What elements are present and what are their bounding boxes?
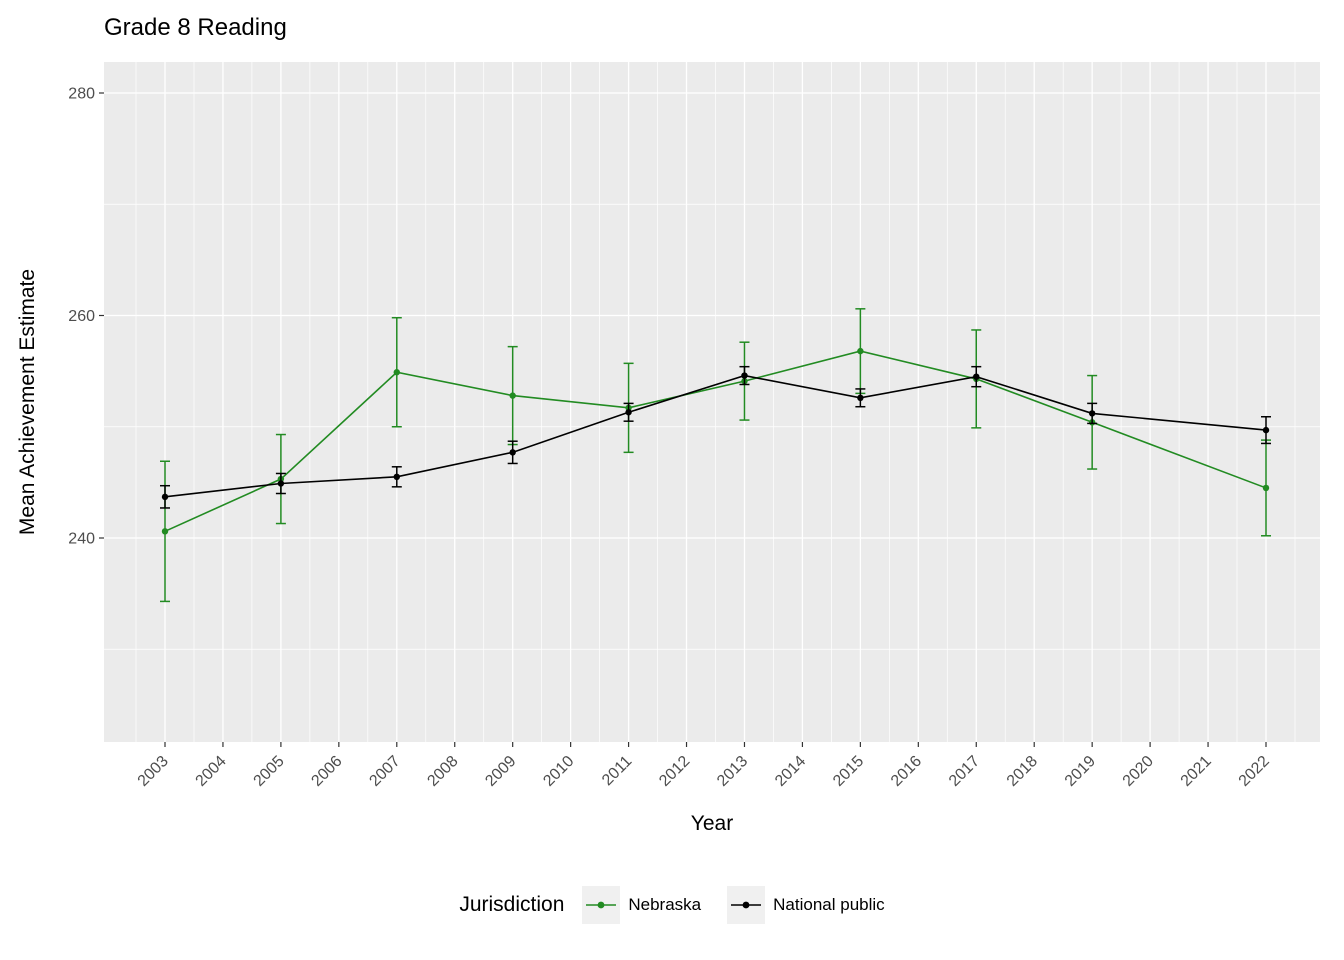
x-tick-label: 2014 — [772, 753, 809, 790]
data-point-national-public — [277, 480, 285, 487]
data-point-nebraska — [857, 347, 864, 355]
legend-glyph-national-public — [731, 901, 762, 909]
x-tick-label: 2004 — [193, 753, 230, 790]
legend-label-national-public: National public — [773, 895, 885, 914]
y-axis-title: Mean Achievement Estimate — [16, 268, 39, 536]
x-tick-label: 2016 — [888, 753, 925, 790]
chart-title: Grade 8 Reading — [104, 14, 287, 41]
x-tick-label: 2020 — [1120, 753, 1157, 790]
y-axis: 240 260 280 — [68, 86, 104, 548]
series-line-national-public — [164, 374, 1267, 498]
y-tick-label: 280 — [68, 86, 95, 103]
x-tick-label: 2019 — [1062, 753, 1099, 790]
legend-title: Jurisdiction — [459, 893, 565, 916]
data-point-national-public — [625, 409, 632, 416]
data-point-national-public — [161, 493, 169, 501]
legend-item-nebraska: Nebraska — [582, 886, 701, 924]
legend-items: Nebraska National public — [582, 886, 885, 924]
data-point-nebraska — [1262, 484, 1270, 492]
grid-minor — [104, 62, 1320, 742]
x-tick-label: 2003 — [135, 753, 172, 790]
x-tick-label: 2012 — [656, 753, 693, 790]
legend: Jurisdiction Nebraska National public — [0, 886, 1344, 924]
x-tick-label: 2022 — [1236, 753, 1273, 790]
data-point-national-public — [1262, 426, 1270, 434]
y-tick-label: 240 — [68, 531, 95, 548]
x-tick-label: 2017 — [946, 753, 983, 790]
x-tick-label: 2008 — [424, 753, 461, 790]
data-point-nebraska — [509, 392, 516, 399]
grid-major — [104, 62, 1320, 742]
plot-area: 2003 2004 2005 2006 2007 2008 2009 2010 2011 2012… — [68, 62, 1320, 790]
x-tick-label: 2015 — [830, 753, 867, 790]
legend-label-nebraska: Nebraska — [628, 895, 702, 914]
series-national-public — [160, 365, 1271, 509]
data-point-national-public — [509, 449, 516, 456]
x-tick-label: 2021 — [1178, 753, 1215, 790]
data-point-national-public — [1088, 410, 1096, 417]
x-axis-title: Year — [690, 812, 734, 835]
data-point-national-public — [973, 373, 980, 380]
x-tick-label: 2011 — [599, 753, 635, 789]
data-point-national-public — [393, 473, 400, 481]
panel-background — [104, 62, 1320, 742]
x-tick-label: 2010 — [540, 753, 577, 790]
x-tick-label: 2006 — [308, 753, 345, 790]
legend-item-national-public: National public — [727, 886, 885, 924]
data-point-national-public — [857, 394, 864, 402]
legend-key-nebraska — [582, 886, 621, 924]
data-point-nebraska — [161, 528, 169, 535]
data-point-nebraska — [393, 369, 400, 376]
y-tick-label: 260 — [68, 308, 95, 325]
x-tick-label: 2013 — [714, 753, 751, 790]
legend-key-national-public — [727, 886, 766, 924]
x-tick-label: 2009 — [482, 753, 519, 790]
x-tick-label: 2007 — [366, 753, 403, 790]
legend-glyph-nebraska — [586, 901, 617, 909]
data-point-national-public — [741, 372, 748, 379]
x-tick-label: 2005 — [251, 753, 288, 790]
x-tick-label: 2018 — [1004, 753, 1041, 790]
x-axis: 2003 2004 2005 2006 2007 2008 2009 2010 2011 2012… — [135, 742, 1273, 790]
